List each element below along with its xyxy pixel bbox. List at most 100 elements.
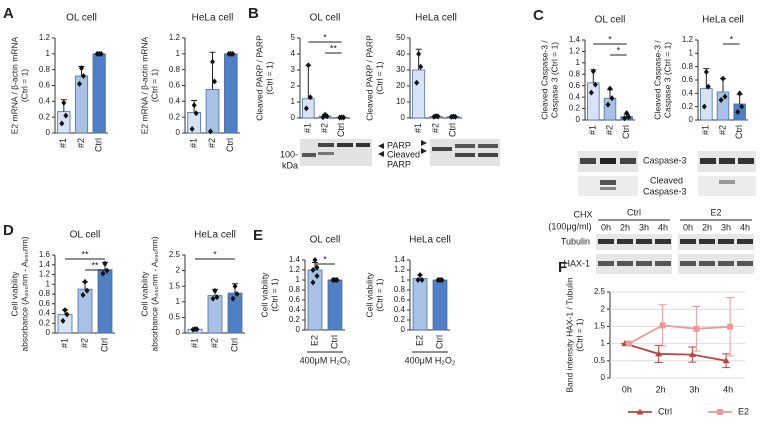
data-point [189,126,195,133]
y-axis-label: Cell viability [9,271,19,317]
data-point [624,110,630,117]
significance-label: ** [91,260,99,270]
y-tick-label: 0.8 [39,289,51,298]
data-point [703,69,709,75]
y-axis-label: Cleaved PARP / PARP [364,35,374,121]
bar [432,279,448,331]
bar [412,278,428,331]
y-tick-label: 1 [176,297,181,306]
y-tick-label: 1.2 [289,265,301,274]
legend-label: Ctrl [658,406,672,416]
data-point [77,80,82,87]
band [580,158,596,164]
blot [678,234,754,250]
x-tick-label: #2 [79,338,89,348]
x-tick-label: #2 [717,125,727,135]
blot-label: Cleaved [387,149,420,159]
blot [596,254,672,274]
blot [596,234,672,250]
data-point [337,114,343,121]
data-point [193,110,199,117]
bar [603,97,617,121]
band [598,239,614,244]
blot-time: 0h [683,222,693,232]
data-point [341,114,347,121]
x-tick-label: Ctrl [229,338,239,352]
marker [625,340,632,347]
y-tick-label: 0.4 [569,92,581,101]
bar [97,269,113,334]
y-axis-label: Cleaved PARP / PARP [254,35,264,121]
band [432,147,452,151]
series-line [628,324,731,345]
data-point [60,317,66,324]
y-tick-label: 1 [46,279,51,288]
data-point [334,277,340,283]
y-tick-label: 1 [291,97,296,106]
y-tick-label: 2.5 [169,250,181,259]
blot-label: Caspase-3 [643,155,687,165]
y-tick-label: 0.2 [569,104,581,113]
x-tick-label: #2 [207,138,217,148]
blot [430,139,500,166]
data-point [312,257,318,263]
y-tick-label: 1 [46,49,51,58]
band [655,261,671,266]
blot-images [300,139,756,274]
band [719,180,735,184]
x-tick-label: E2 [309,335,319,346]
y-tick-label: 50 [396,33,405,42]
blot-group: E2 [710,207,721,217]
data-point [592,81,598,88]
y-tick-label: 0.4 [394,305,406,314]
data-point [419,277,425,283]
panel-letter: C [533,7,544,24]
y-tick-label: 0 [46,328,51,337]
blot-time: 2h [702,222,712,232]
panel-letter: A [3,5,14,22]
data-point [194,326,200,333]
y-tick-label: 0 [176,328,181,337]
y-axis-label: Cleaved Caspase-3 / [652,40,662,120]
y-tick-label: 1.2 [682,35,694,44]
data-point [61,99,67,106]
y-tick-label: 0.6 [39,81,51,90]
data-point [230,50,236,57]
band [737,261,753,266]
y-tick-label: 0.6 [289,295,301,304]
bar [92,53,106,134]
y-tick-label: 0.4 [39,309,51,318]
band-arrows [378,140,427,157]
data-point [310,279,316,286]
data-point [94,50,100,57]
blot-group: Ctrl [627,207,641,217]
data-point [100,270,106,277]
x-tick-label: #1 [189,338,199,348]
band [478,153,498,157]
blot-label: PARP [387,159,411,169]
y-tick-label: 0.2 [39,318,51,327]
y-tick-label: 40 [396,49,405,58]
y-tick-label: 0.4 [289,305,301,314]
y-tick-label: 0.4 [682,88,694,97]
legend-label: E2 [738,406,749,416]
y-axis-label: Cleaved Caspase-3 / [539,40,549,120]
data-point [191,102,197,109]
x-tick-label: E2 [414,335,424,346]
significance-label: * [213,249,217,259]
x-tick-label: Ctrl [434,335,444,349]
data-point [607,85,613,92]
marker [693,325,700,332]
blot-row: HAX-1 [563,258,590,268]
y-tick-label: 0.6 [39,299,51,308]
y-tick-label: 0.8 [39,65,51,74]
x-axis-label: 400μM H₂O₂ [300,355,351,365]
bar [57,111,71,134]
bar [327,279,343,331]
y-tick-label: 0.2 [682,102,694,111]
bar [57,314,73,334]
data-point [226,50,232,57]
y-axis-label: (Ctrl = 1) [19,69,29,102]
y-tick-label: 1 [689,48,694,57]
x-tick-label: #1 [588,125,598,135]
